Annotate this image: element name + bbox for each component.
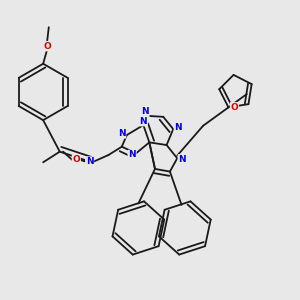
Text: N: N: [128, 151, 136, 160]
Text: O: O: [73, 155, 80, 164]
Text: N: N: [140, 117, 147, 126]
Text: N: N: [118, 129, 126, 138]
Text: O: O: [230, 103, 238, 112]
Text: N: N: [174, 123, 182, 132]
Text: O: O: [43, 42, 51, 51]
Text: N: N: [86, 157, 93, 166]
Text: N: N: [178, 155, 186, 164]
Text: N: N: [141, 107, 149, 116]
